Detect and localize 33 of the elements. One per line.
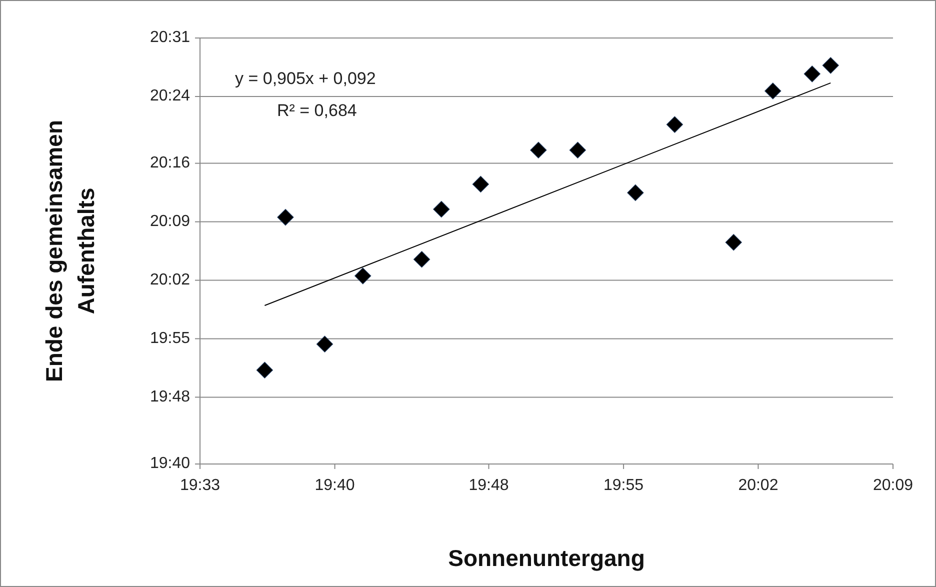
y-tick-label: 19:40 [150, 455, 190, 472]
y-axis-title: Ende des gemeinsamen Aufenthalts [41, 120, 99, 382]
point [277, 208, 294, 226]
y-tick-label: 20:16 [150, 154, 190, 172]
y-tick-label: 20:24 [150, 88, 190, 105]
x-tick-label: 19:40 [314, 477, 355, 494]
point [530, 142, 547, 158]
point [433, 200, 450, 218]
point [256, 362, 273, 378]
point [569, 142, 586, 158]
x-axis-title: Sonnenuntergang [448, 545, 645, 571]
y-tick-label: 20:31 [150, 29, 190, 46]
annotation: R² = 0,684 [277, 101, 357, 120]
x-tick-label: 19:48 [468, 477, 509, 494]
point [764, 82, 782, 100]
y-tick-label: 19:55 [150, 330, 190, 347]
x-tick-label: 20:02 [738, 477, 778, 494]
point [627, 184, 644, 202]
y-tick-label: 19:48 [150, 388, 190, 406]
point [472, 176, 489, 192]
point [804, 66, 820, 82]
point [822, 57, 839, 74]
annotation: y = 0,905x + 0,092 [235, 69, 376, 88]
point [354, 268, 372, 284]
point [316, 336, 334, 352]
x-tick-label: 20:09 [872, 477, 914, 494]
x-tick-label: 19:33 [180, 477, 220, 494]
y-tick-label: 20:02 [150, 271, 190, 289]
x-tick-label: 19:55 [604, 477, 644, 494]
point [666, 116, 684, 133]
point [725, 234, 742, 251]
y-tick-label: 20:09 [150, 213, 190, 230]
point [413, 251, 430, 268]
